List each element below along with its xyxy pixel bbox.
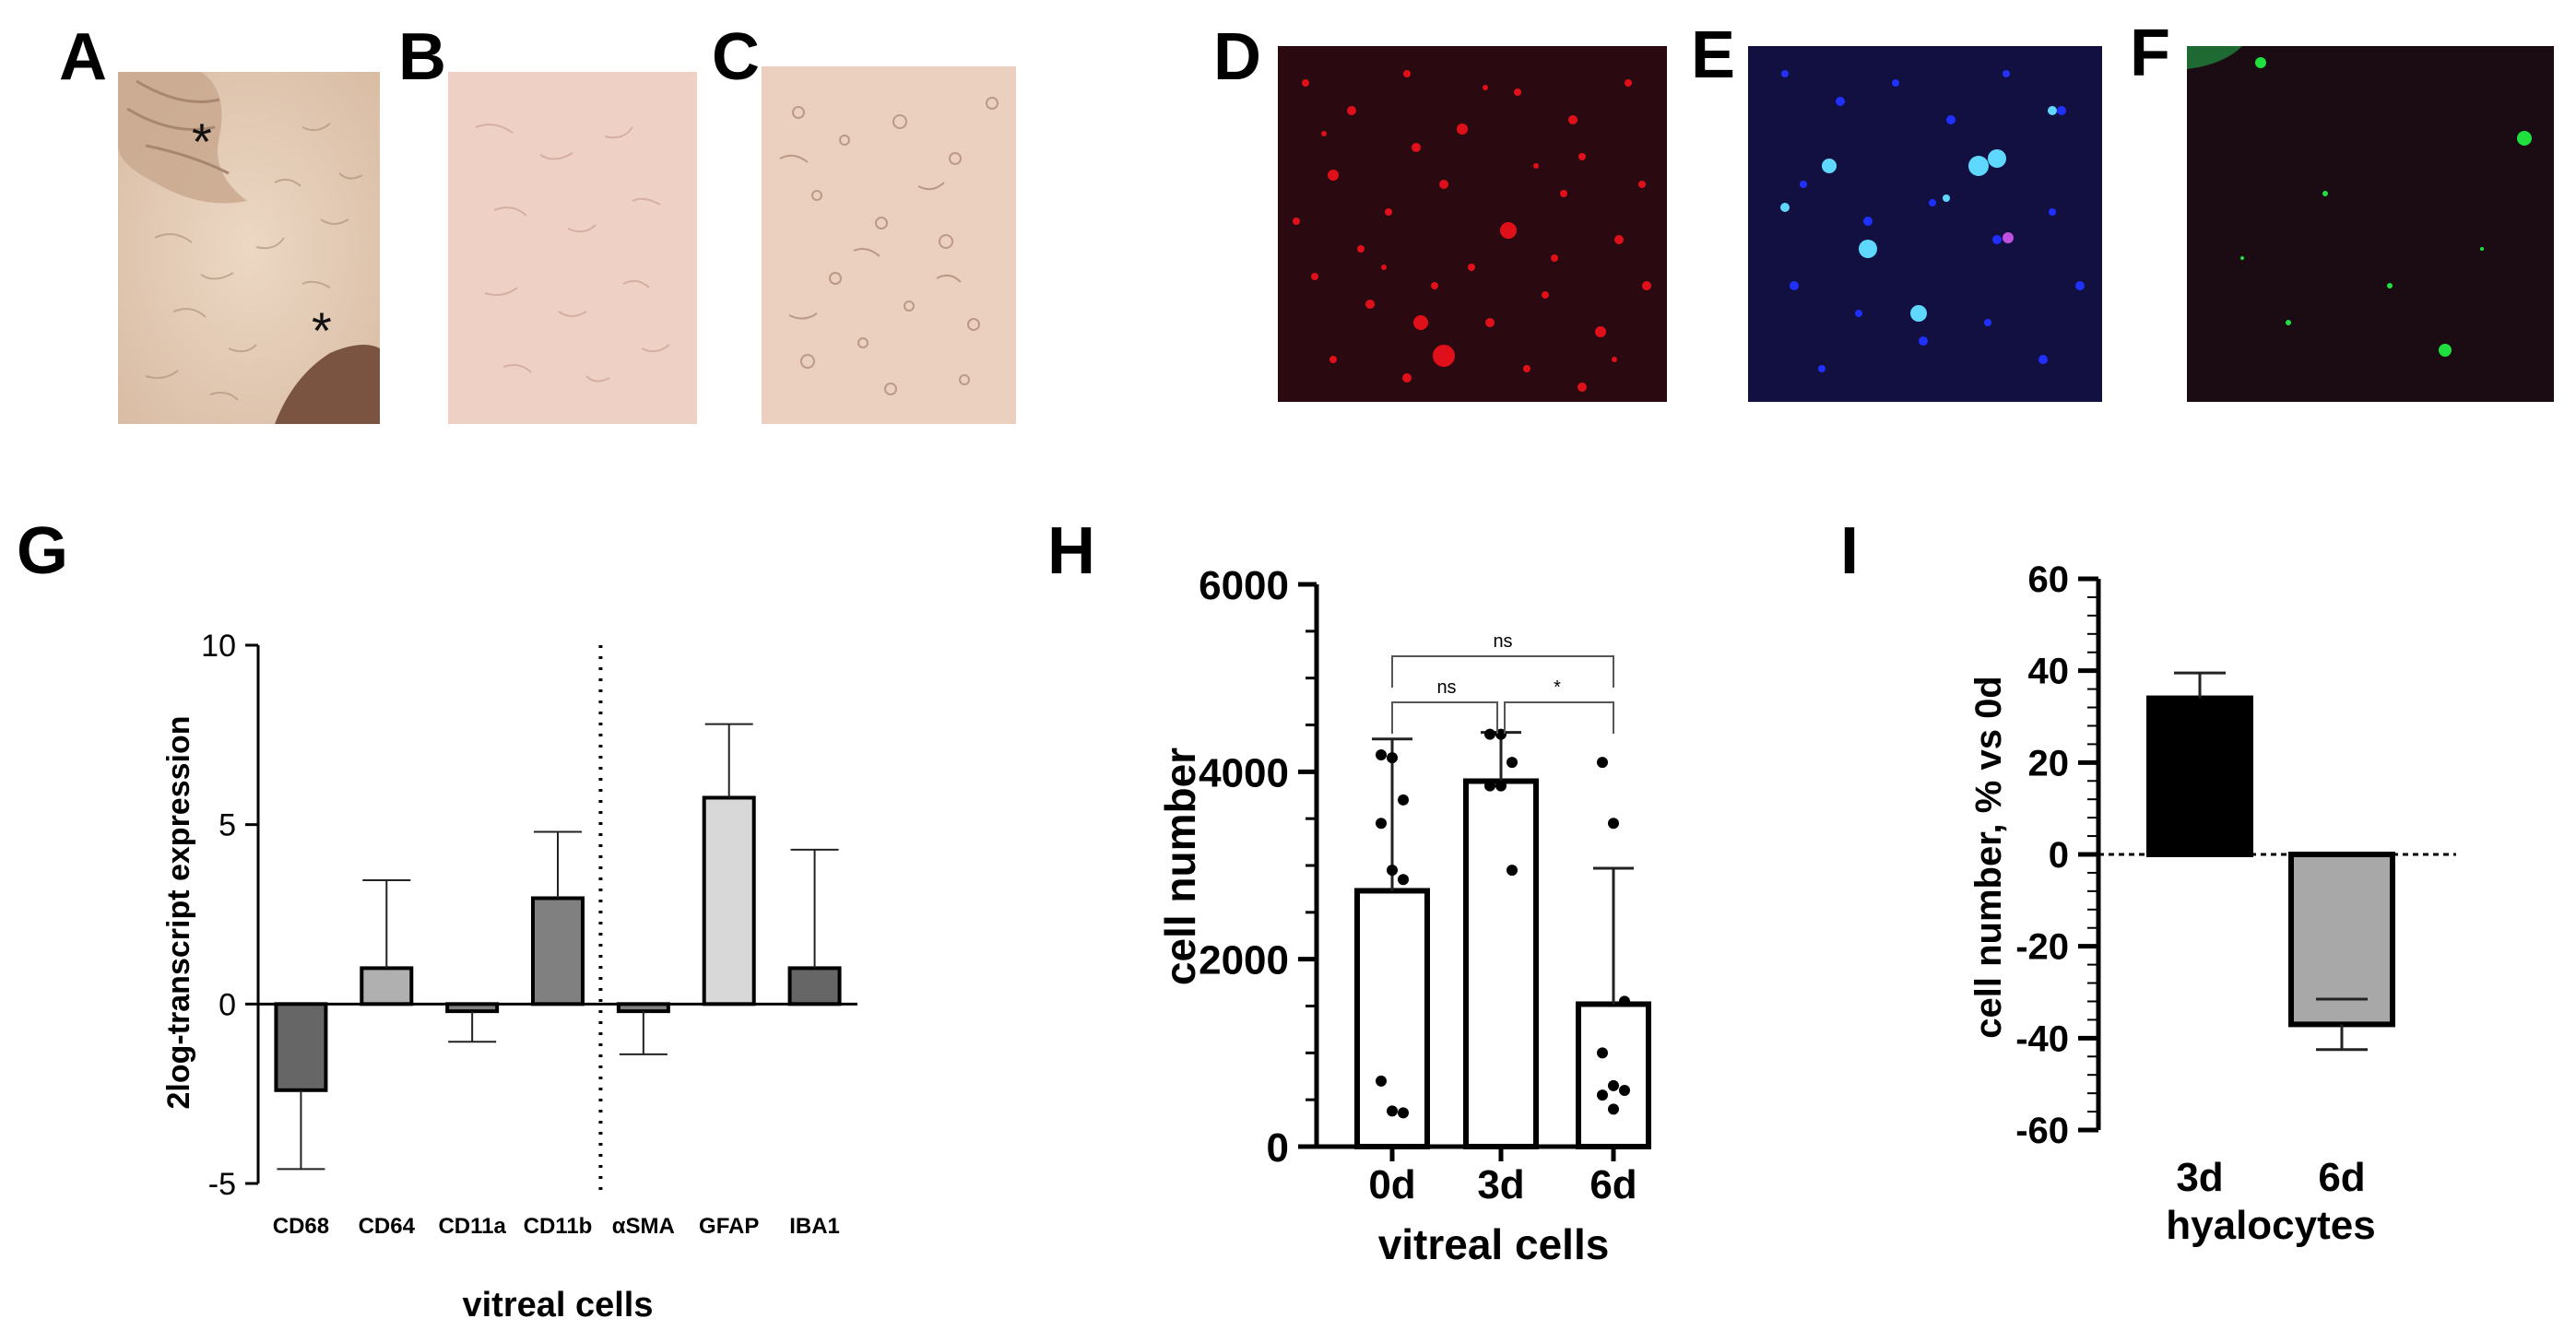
g-bar	[531, 896, 585, 1006]
panel-label-a: A	[59, 20, 107, 94]
fluorescence-d	[1278, 46, 1667, 402]
i-x-tick-label: 6d	[2318, 1155, 2365, 1200]
micrograph-b-image	[448, 72, 697, 424]
micrograph-c	[762, 66, 1016, 424]
h-data-point	[1387, 865, 1398, 877]
panel-label-i: I	[1840, 514, 1860, 588]
h-significance-label: *	[1554, 677, 1561, 698]
i-y-tick-label: 40	[2028, 652, 2070, 692]
h-data-point	[1507, 865, 1518, 877]
g-bar	[787, 966, 842, 1006]
h-y-axis-label: cell number	[1156, 748, 1204, 985]
h-data-point	[1597, 1089, 1608, 1101]
g-y-tick-label: -5	[208, 1167, 236, 1202]
h-y-tick-label: 4000	[1199, 750, 1289, 795]
panel-label-c: C	[712, 20, 760, 94]
i-y-tick-label: 0	[2049, 835, 2069, 876]
i-y-tick-label: 60	[2028, 559, 2070, 600]
h-significance-label: ns	[1436, 677, 1456, 698]
h-significance-label: ns	[1493, 631, 1512, 652]
h-data-point	[1376, 818, 1387, 830]
i-bar	[2146, 695, 2253, 857]
h-data-point	[1608, 1103, 1619, 1115]
micrograph-a: * *	[118, 72, 380, 424]
h-data-point	[1597, 757, 1608, 769]
h-x-axis-label: vitreal cells	[1378, 1220, 1610, 1268]
panel-label-f: F	[2130, 17, 2170, 90]
h-significance-bracket	[1391, 655, 1614, 688]
i-y-tick-label: 20	[2028, 743, 2070, 783]
h-data-point	[1398, 1107, 1409, 1119]
g-x-tick-label: IBA1	[789, 1214, 840, 1239]
h-data-point	[1507, 757, 1518, 769]
panel-label-e: E	[1691, 18, 1736, 92]
h-bar	[1463, 778, 1539, 1149]
marker-asterisk-1: *	[192, 112, 212, 171]
marker-asterisk-2: *	[312, 301, 332, 359]
panel-label-g: G	[17, 514, 69, 588]
h-data-point	[1608, 818, 1619, 830]
h-data-point	[1398, 794, 1409, 806]
fluorescence-f-image	[2187, 46, 2554, 402]
micrograph-a-image: * *	[118, 72, 380, 424]
g-x-tick-label: CD11b	[524, 1214, 593, 1239]
g-y-tick-label: 0	[219, 987, 236, 1022]
i-y-axis-label: cell number, % vs 0d	[1968, 676, 2009, 1039]
h-bar	[1576, 1001, 1651, 1150]
h-significance-bracket	[1391, 701, 1498, 734]
i-y-tick-label: -60	[2015, 1111, 2069, 1151]
g-y-tick-label: 10	[201, 629, 236, 664]
panel-label-h: H	[1047, 514, 1095, 588]
g-x-axis-label: vitreal cells	[462, 1286, 653, 1324]
panel-label-d: D	[1213, 20, 1261, 94]
h-data-point	[1387, 1105, 1398, 1117]
h-data-point	[1376, 749, 1387, 761]
panel-label-b: B	[398, 20, 446, 94]
i-x-tick-label: 3d	[2176, 1155, 2223, 1200]
h-data-point	[1619, 995, 1630, 1007]
g-bar	[274, 1002, 328, 1092]
g-y-axis-label: 2log-transcript expression	[161, 715, 196, 1109]
micrograph-b	[448, 72, 697, 424]
g-x-tick-label: CD11a	[438, 1214, 506, 1239]
i-x-axis-label: hyalocytes	[2166, 1203, 2375, 1248]
fluorescence-f	[2187, 46, 2554, 402]
i-y-tick-label: -20	[2015, 927, 2069, 968]
fluorescence-e-image	[1748, 46, 2102, 402]
h-y-tick-label: 6000	[1199, 563, 1289, 608]
h-y-tick-label: 0	[1267, 1125, 1289, 1171]
h-x-tick-label: 0d	[1368, 1162, 1415, 1207]
micrograph-c-image	[762, 66, 1016, 424]
h-data-point	[1398, 874, 1409, 886]
h-data-point	[1484, 780, 1495, 792]
h-data-point	[1484, 728, 1495, 740]
h-significance-bracket	[1504, 701, 1614, 734]
g-x-tick-label: αSMA	[612, 1214, 675, 1239]
i-y-tick-label: -40	[2015, 1018, 2069, 1059]
g-bar	[360, 966, 414, 1006]
i-bar	[2288, 852, 2395, 1028]
g-y-tick-label: 5	[219, 808, 236, 843]
g-x-tick-label: CD64	[359, 1214, 416, 1239]
g-x-tick-label: GFAP	[699, 1214, 759, 1239]
h-x-tick-label: 6d	[1589, 1162, 1637, 1207]
g-bar	[445, 1002, 500, 1014]
fluorescence-e	[1748, 46, 2102, 402]
h-data-point	[1495, 780, 1507, 792]
h-data-point	[1597, 1047, 1608, 1059]
g-bar	[702, 795, 756, 1006]
h-data-point	[1387, 752, 1398, 764]
g-x-tick-label: CD68	[273, 1214, 329, 1239]
g-bar	[616, 1002, 670, 1014]
h-data-point	[1608, 1079, 1619, 1091]
h-data-point	[1376, 1075, 1387, 1087]
h-x-tick-label: 3d	[1477, 1162, 1524, 1207]
fluorescence-d-image	[1278, 46, 1667, 402]
h-y-tick-label: 2000	[1199, 938, 1289, 983]
h-data-point	[1619, 1085, 1630, 1096]
